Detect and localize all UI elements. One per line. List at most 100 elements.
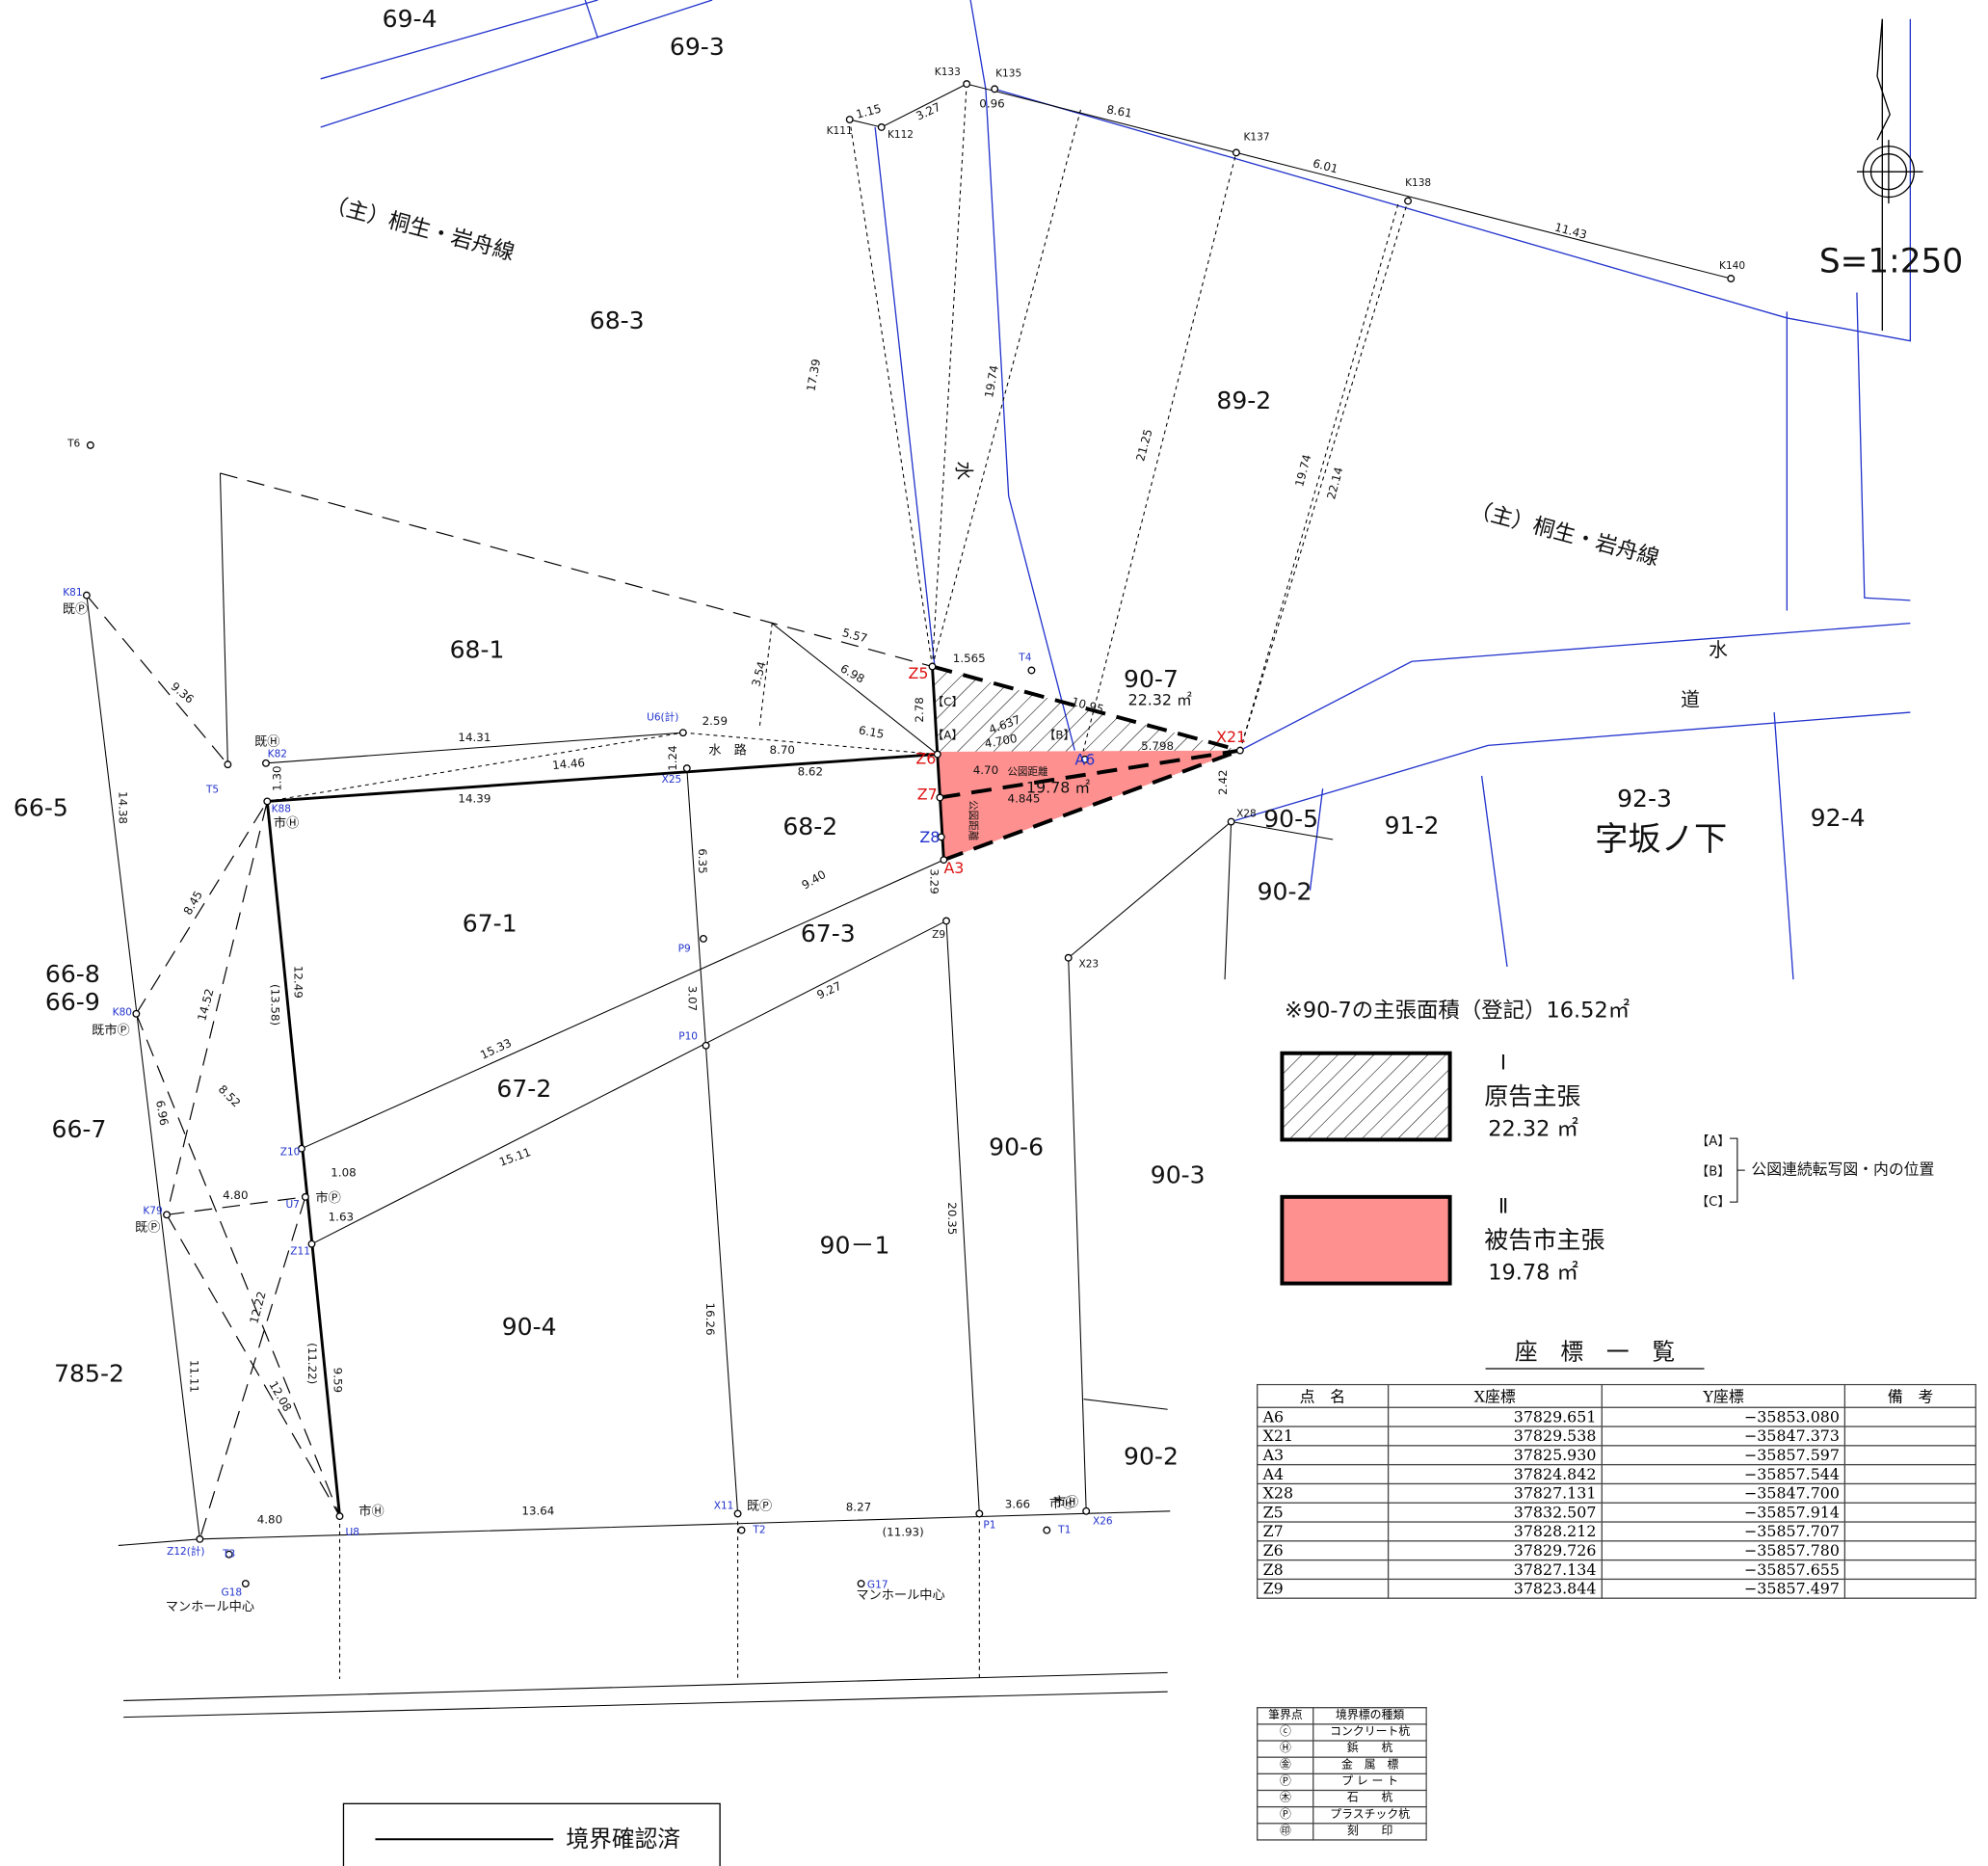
empty-cell xyxy=(1844,1463,1976,1485)
distance-label: 1.63 xyxy=(329,1210,354,1223)
table-cell: ⓒ xyxy=(1257,1723,1314,1742)
distance-label: 2.78 xyxy=(913,697,926,722)
table-cell: Z6 xyxy=(1257,1540,1389,1561)
table-row: 点 名 X座標 Y座標備 考 xyxy=(1257,1383,1976,1408)
distance-label: 5.57 xyxy=(841,626,869,645)
table-cell: 37825.930 xyxy=(1387,1445,1604,1466)
table-cell: 37828.212 xyxy=(1387,1521,1604,1542)
compass xyxy=(1856,18,1923,332)
distance-label: 14.52 xyxy=(195,987,216,1022)
parcel-label: 66-9 xyxy=(45,988,100,1016)
distance-label: 14.38 xyxy=(116,791,129,824)
table-cell: 37829.538 xyxy=(1387,1426,1604,1447)
table-cell: 37832.507 xyxy=(1387,1502,1604,1523)
distance-label: 12.49 xyxy=(291,966,305,999)
distance-label: 6.98 xyxy=(838,661,867,685)
survey-point xyxy=(307,1240,316,1248)
distance-label: 12.22 xyxy=(247,1290,268,1324)
distance-label: 6.96 xyxy=(153,1099,171,1126)
distance-label: 5.798 xyxy=(1141,739,1174,753)
table-row: Z7 37828.212 −35857.707 xyxy=(1257,1521,1976,1542)
distance-label: 8.61 xyxy=(1105,102,1132,120)
legend-swatch-2 xyxy=(1280,1194,1452,1286)
road-label: （主）桐生・岩舟線 xyxy=(1468,496,1662,571)
brace xyxy=(1729,1137,1745,1203)
table-cell: X21 xyxy=(1257,1426,1389,1447)
point-label: G17 xyxy=(867,1579,888,1590)
distance-label: 3.07 xyxy=(686,986,700,1011)
survey-point xyxy=(699,934,707,943)
distance-label: 3.66 xyxy=(1005,1498,1030,1511)
parcel-label: 68-1 xyxy=(450,636,505,664)
legend-key: 【C】 xyxy=(1696,1195,1731,1210)
survey-point xyxy=(928,662,937,671)
legend-label: 被告市主張 xyxy=(1484,1226,1604,1254)
point-label: U7 xyxy=(285,1199,299,1211)
distance-label: (11.22) xyxy=(305,1343,319,1384)
survey-point xyxy=(1232,148,1240,157)
distance-label: 14.46 xyxy=(551,756,585,772)
point-label: Z6 xyxy=(915,749,936,767)
survey-point xyxy=(262,759,270,767)
table-row: 筆界点 境界標の種類 xyxy=(1257,1707,1427,1725)
area-label: 【B】 xyxy=(1045,728,1075,741)
table-row: Ⓗ 鋲 杭 xyxy=(1257,1740,1427,1758)
point-label: K138 xyxy=(1405,177,1431,189)
table-cell: 筆界点 xyxy=(1257,1707,1314,1725)
empty-cell xyxy=(1844,1578,1976,1599)
table-cell: Y座標 xyxy=(1601,1383,1846,1408)
survey-point xyxy=(991,85,999,93)
distance-label: 19.74 xyxy=(982,364,1001,399)
parcel-label: 66-5 xyxy=(13,793,68,821)
parcel-label: 91-2 xyxy=(1385,812,1440,840)
coord-table-wrap: 点 名 X座標 Y座標備 考A6 37829.651 −35853.080 X21 378… xyxy=(1257,1383,1976,1599)
table-cell: 境界標の種類 xyxy=(1312,1707,1427,1725)
distance-label: 9.27 xyxy=(814,979,843,1002)
table-row: Z9 37823.844 −35857.497 xyxy=(1257,1578,1976,1599)
blue-lines xyxy=(320,0,1912,980)
area-label: 【C】 xyxy=(932,695,963,708)
survey-point xyxy=(1027,666,1036,675)
table-cell: Ⓟ xyxy=(1257,1805,1314,1825)
distance-label: 8.62 xyxy=(798,765,823,779)
distance-label: (11.93) xyxy=(883,1526,924,1539)
legend-area: 22.32 ㎡ xyxy=(1488,1116,1578,1141)
parcel-label: 90-3 xyxy=(1151,1161,1206,1189)
empty-cell xyxy=(1844,1559,1976,1581)
empty-cell xyxy=(1844,1540,1976,1561)
distance-label: 6.15 xyxy=(858,723,885,740)
table-cell: 37824.842 xyxy=(1387,1463,1604,1485)
survey-point xyxy=(1404,197,1413,205)
table-cell: 37829.651 xyxy=(1387,1406,1604,1427)
table-row: A4 37824.842 −35857.544 xyxy=(1257,1463,1976,1485)
table-cell: −35857.544 xyxy=(1601,1463,1846,1485)
table-cell: Ⓗ xyxy=(1257,1740,1314,1758)
area-label: 19.78 ㎡ xyxy=(1026,779,1090,797)
distance-label: 2.59 xyxy=(702,714,728,728)
survey-point xyxy=(335,1512,344,1521)
survey-point xyxy=(933,750,941,759)
parcel-label: 69-4 xyxy=(383,5,437,33)
legend-area: 19.78 ㎡ xyxy=(1488,1261,1578,1286)
point-label: K111 xyxy=(827,125,853,137)
table-cell: ㊍ xyxy=(1257,1789,1314,1808)
table-cell: −35857.914 xyxy=(1601,1502,1846,1523)
distance-label: 15.11 xyxy=(497,1145,533,1169)
parcel-label: 90-2 xyxy=(1124,1442,1179,1470)
distance-label: 9.59 xyxy=(331,1368,344,1393)
water-label: 水 xyxy=(953,461,975,480)
table-cell: Z8 xyxy=(1257,1559,1389,1581)
point-note: 既Ⓟ xyxy=(135,1220,160,1236)
survey-point xyxy=(857,1580,865,1587)
survey-point xyxy=(702,1041,710,1050)
area-label: 公図距離 xyxy=(1007,765,1048,778)
table-cell: 刻 印 xyxy=(1312,1823,1427,1841)
survey-point xyxy=(942,917,950,925)
survey-point xyxy=(682,764,691,773)
coordinate-table: 点 名 X座標 Y座標備 考 A6 37829.651 −35853.080 X21 378… xyxy=(1257,1383,1976,1599)
survey-point xyxy=(963,80,971,89)
point-label: G18 xyxy=(222,1586,243,1598)
point-note: 市Ⓗ xyxy=(1049,1495,1074,1511)
parcel-label: 66-7 xyxy=(52,1115,107,1143)
table-cell: Z9 xyxy=(1257,1578,1389,1599)
